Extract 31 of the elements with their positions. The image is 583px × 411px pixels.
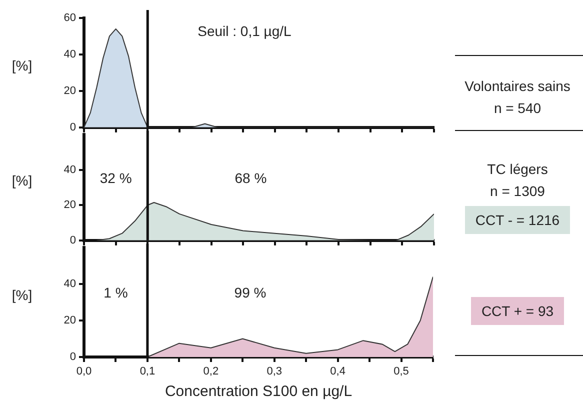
x-axis-title: Concentration S100 en µg/L bbox=[164, 383, 352, 400]
y-tick-label: 40 bbox=[64, 48, 76, 60]
y-tick-label: 20 bbox=[64, 199, 76, 212]
y-tick-label: 0 bbox=[70, 234, 76, 246]
x-tick-label: 0,0 bbox=[76, 366, 92, 378]
text: TC légers bbox=[487, 160, 548, 179]
y-axis-title: [%] bbox=[12, 58, 32, 74]
y-tick-label: 40 bbox=[64, 278, 76, 290]
y-axis-title: [%] bbox=[12, 172, 32, 188]
annotation: 99 % bbox=[234, 284, 266, 300]
text: CCT - = 1216 bbox=[465, 206, 570, 234]
x-tick-label: 0,2 bbox=[203, 366, 219, 378]
y-tick-label: 40 bbox=[64, 164, 76, 176]
x-tick-label: 0,3 bbox=[266, 366, 282, 378]
x-tick-label: 0,4 bbox=[330, 366, 346, 378]
annotation: 68 % bbox=[234, 170, 267, 186]
text: n = 540 bbox=[494, 98, 542, 118]
y-tick-label: 0 bbox=[70, 351, 76, 364]
annotation: 1 % bbox=[104, 284, 128, 300]
text: Volontaires sains bbox=[464, 76, 570, 96]
x-tick-label: 0,1 bbox=[140, 366, 156, 378]
text: n = 1309 bbox=[490, 182, 545, 200]
y-tick-label: 60 bbox=[64, 12, 76, 24]
annotation: 32 % bbox=[100, 170, 132, 186]
text: CCT + = 93 bbox=[471, 296, 564, 324]
x-tick-label: 0,5 bbox=[394, 366, 409, 378]
y-axis-title: [%] bbox=[12, 287, 32, 304]
y-tick-label: 20 bbox=[64, 84, 76, 97]
y-tick-label: 20 bbox=[64, 314, 76, 327]
ref-line-label: Seuil : 0,1 µg/L bbox=[198, 22, 292, 39]
y-tick-label: 0 bbox=[70, 121, 76, 134]
